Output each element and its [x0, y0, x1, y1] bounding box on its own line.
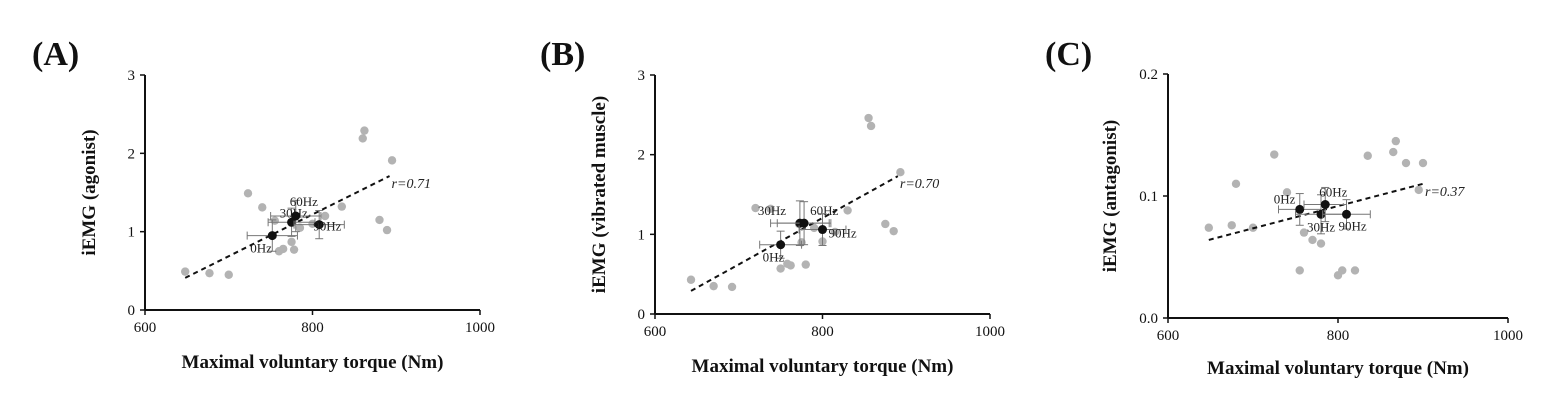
panel-label: (C) — [1045, 36, 1092, 73]
x-tick-label: 600 — [644, 324, 667, 340]
data-point — [383, 226, 391, 234]
data-point — [181, 267, 189, 275]
r-value-label: r=0.37 — [1425, 185, 1465, 200]
frequency-label: 90Hz — [313, 219, 341, 234]
x-tick-label: 800 — [301, 320, 324, 336]
chart-panel-1: (A) 0 1 2 3 600 800 1000 Maximal voluntary torqu… — [32, 36, 495, 373]
y-tick-label: 0.2 — [1139, 67, 1158, 83]
y-tick-label: 2 — [638, 148, 646, 164]
frequency-label: 0Hz — [250, 241, 272, 256]
data-point — [802, 260, 810, 268]
x-tick-label: 1000 — [1493, 328, 1523, 344]
data-point — [1364, 152, 1372, 160]
x-tick-label: 600 — [134, 320, 157, 336]
y-tick-label: 2 — [128, 146, 136, 162]
y-tick-label: 1 — [128, 225, 136, 241]
data-point — [1296, 266, 1304, 274]
data-point — [205, 269, 213, 277]
y-tick-label: 0 — [128, 303, 136, 319]
data-point — [1228, 221, 1236, 229]
data-point — [867, 122, 875, 130]
data-point — [864, 114, 872, 122]
y-axis-label: iEMG (agonist) — [79, 129, 100, 255]
data-point — [1389, 148, 1397, 156]
frequency-label: 0Hz — [763, 250, 785, 265]
frequency-label: 0Hz — [1274, 191, 1296, 206]
y-tick-label: 0 — [638, 307, 646, 323]
data-point — [1392, 137, 1400, 145]
data-point — [889, 227, 897, 235]
figure: (A) 0 1 2 3 600 800 1000 Maximal voluntary torqu… — [0, 0, 1564, 402]
x-tick-label: 1000 — [975, 324, 1005, 340]
data-point — [1205, 224, 1213, 232]
panel-label: (B) — [540, 36, 585, 73]
mean-point — [818, 225, 827, 234]
mean-point — [1321, 200, 1330, 209]
frequency-label: 30Hz — [758, 203, 786, 218]
data-point — [360, 126, 368, 134]
chart-panel-3: (C) 0.0 0.1 0.2 600 800 1000 Maximal voluntary … — [1045, 36, 1523, 379]
panel-label: (A) — [32, 36, 79, 73]
r-value-label: r=0.71 — [392, 177, 431, 192]
data-point — [290, 245, 298, 253]
data-point — [244, 189, 252, 197]
trend-line — [691, 176, 898, 291]
data-point — [279, 245, 287, 253]
x-tick-label: 1000 — [465, 320, 495, 336]
data-point — [287, 238, 295, 246]
data-point — [375, 216, 383, 224]
data-point — [728, 283, 736, 291]
chart-panel-2: (B) 0 1 2 3 600 800 1000 Maximal voluntary torqu… — [540, 36, 1005, 377]
mean-point — [776, 240, 785, 249]
y-axis-label: iEMG (vibrated muscle) — [589, 96, 610, 293]
data-point — [1270, 150, 1278, 158]
data-point — [338, 202, 346, 210]
data-point — [225, 271, 233, 279]
frequency-label: 30Hz — [1307, 219, 1335, 234]
y-axis-label: iEMG (antagonist) — [1100, 120, 1121, 273]
data-point — [359, 134, 367, 142]
y-tick-label: 0.0 — [1139, 311, 1158, 327]
x-axis-label: Maximal voluntary torque (Nm) — [182, 352, 444, 373]
mean-point — [1295, 205, 1304, 214]
x-tick-label: 600 — [1157, 328, 1180, 344]
data-point — [881, 220, 889, 228]
y-tick-label: 0.1 — [1139, 189, 1158, 205]
data-point — [1232, 180, 1240, 188]
y-tick-label: 3 — [128, 68, 136, 84]
frequency-label: 60Hz — [290, 194, 318, 209]
x-axis-label: Maximal voluntary torque (Nm) — [1207, 358, 1469, 379]
data-point — [1338, 266, 1346, 274]
data-point — [258, 203, 266, 211]
x-tick-label: 800 — [811, 324, 834, 340]
data-point — [1402, 159, 1410, 167]
frequency-label: 60Hz — [1319, 185, 1347, 200]
data-point — [1415, 186, 1423, 194]
data-point — [687, 276, 695, 284]
mean-point — [268, 231, 277, 240]
data-point — [843, 206, 851, 214]
data-point — [896, 168, 904, 176]
frequency-label: 90Hz — [1339, 218, 1367, 233]
mean-point — [800, 219, 809, 228]
x-tick-label: 800 — [1327, 328, 1350, 344]
frequency-label: 90Hz — [829, 226, 857, 241]
data-point — [709, 282, 717, 290]
trend-line — [185, 176, 389, 278]
x-axis-label: Maximal voluntary torque (Nm) — [692, 356, 954, 377]
data-point — [1419, 159, 1427, 167]
data-point — [1308, 236, 1316, 244]
data-point — [388, 156, 396, 164]
mean-point — [291, 212, 300, 221]
data-point — [1351, 266, 1359, 274]
data-point — [1317, 239, 1325, 247]
data-point — [786, 261, 794, 269]
y-tick-label: 3 — [638, 68, 646, 84]
r-value-label: r=0.70 — [900, 177, 939, 192]
frequency-label: 60Hz — [810, 203, 838, 218]
y-tick-label: 1 — [638, 227, 646, 243]
